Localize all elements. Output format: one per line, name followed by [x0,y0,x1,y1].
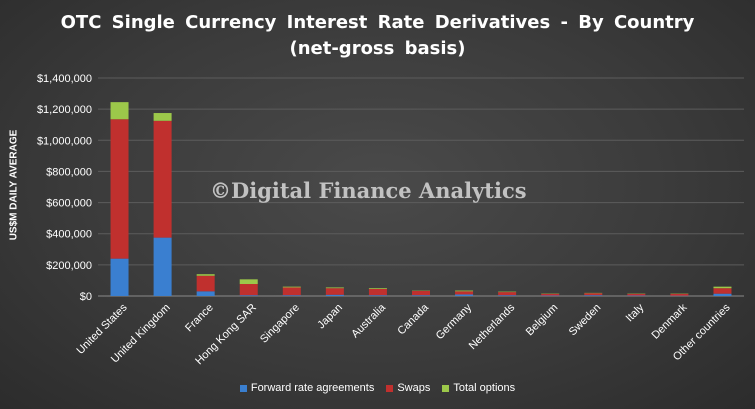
legend-swatch [239,384,247,392]
y-tick-label: $800,000 [46,166,92,178]
bar-segment [498,295,517,296]
bar-segment [153,113,172,121]
bar-segment [541,293,560,296]
bar-segment [368,295,387,296]
bar-segment [412,295,430,296]
x-tick-label: Australia [349,301,388,340]
y-tick-label: $1,200,000 [37,104,92,116]
x-tick-label: France [183,302,216,335]
chart-title: OTC Single Currency Interest Rate Deriva… [60,12,695,33]
bar-segment [412,290,430,296]
bar-segment [584,295,603,296]
bar-segment [110,258,129,296]
bar-segment [110,102,129,120]
x-tick-label: Japan [315,302,345,332]
y-tick-label: $0 [80,291,92,303]
legend-label: Total options [453,382,516,395]
legend-item: Swaps [386,382,430,394]
y-tick-label: $1,400,000 [37,73,92,85]
bar-segment [455,290,474,292]
legend-swatch [442,384,450,392]
bar-segment [368,288,387,289]
bar-segment [239,279,258,285]
y-tick-label: $1,000,000 [37,135,92,147]
bar-segment [196,291,215,296]
bar-segment [713,293,732,296]
legend-item: Forward rate agreements [239,382,375,395]
bar-segment [325,288,344,295]
x-tick-label: Singapore [258,302,302,346]
bar-segment [110,119,129,259]
x-tick-label: Germany [434,301,475,342]
bar-segment [455,291,474,295]
bar-segment [584,293,603,296]
bar-segment [455,294,474,296]
watermark: ©Digital Finance Analytics [210,178,527,203]
y-tick-label: $400,000 [46,229,92,241]
bar-segment [713,288,732,294]
legend-item: Total options [442,382,515,394]
bar-segment [196,275,215,292]
bar-segment [153,237,172,296]
legend-swatch [386,384,394,392]
bar-segment [325,287,344,289]
x-tick-label: Sweden [567,302,604,339]
bar-segment [282,287,301,296]
legend: Forward rate agreements Swaps Total option… [0,382,755,394]
bar-segment [239,284,258,296]
y-tick-label: $200,000 [46,260,92,272]
bar-segment [282,295,301,296]
bar-segment [498,292,517,296]
x-tick-label: Italy [624,301,647,324]
x-tick-label: Belgium [524,302,561,339]
bar-segment [713,286,732,289]
bar-segment [368,288,387,296]
bar-segment [325,294,344,296]
x-tick-label: Netherlands [467,301,518,352]
legend-label: Swaps [397,382,431,395]
bar-segment [282,286,301,288]
bar-segment [239,295,258,296]
chart-subtitle: (net-gross basis) [289,38,466,59]
x-tick-label: Canada [395,301,431,337]
bar-segment [153,120,172,238]
x-tick-label: Denmark [649,301,689,341]
y-tick-label: $600,000 [46,198,92,210]
legend-label: Forward rate agreements [250,382,375,395]
bar-segment [670,293,689,296]
bar-segment [627,293,646,296]
bar-segment [196,274,215,276]
